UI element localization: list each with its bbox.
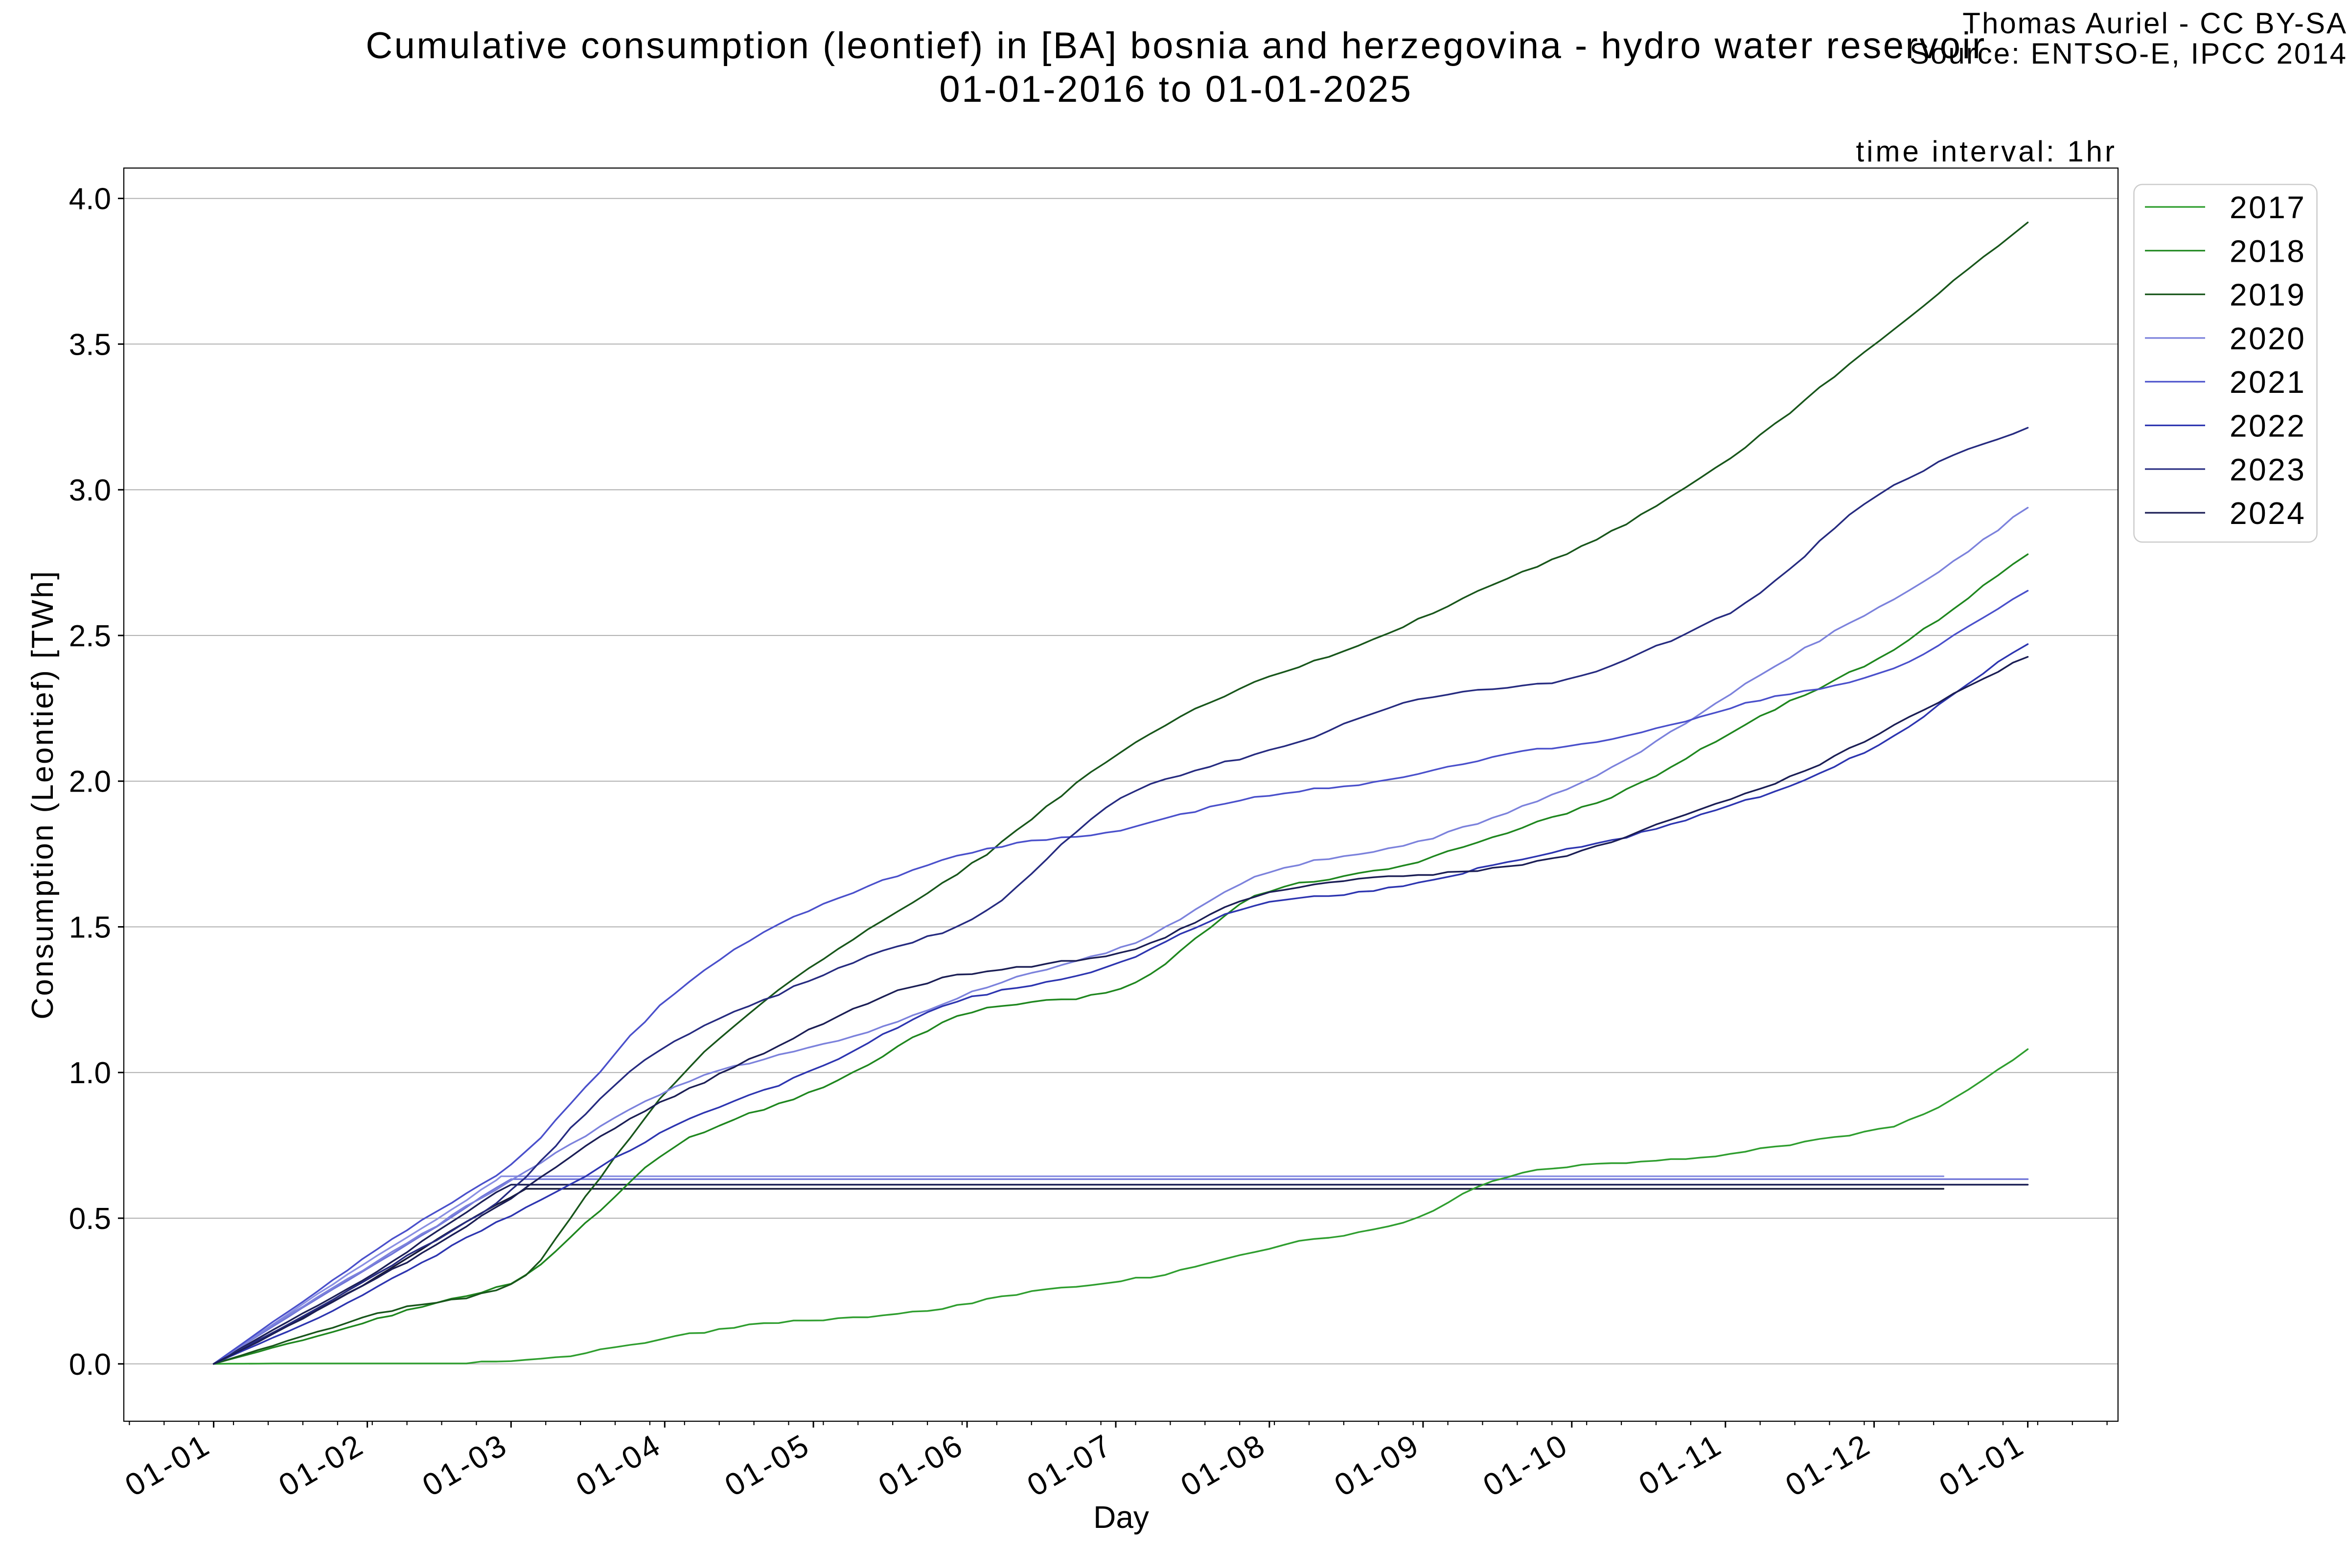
- svg-text:Source: ENTSO-E, IPCC 2014: Source: ENTSO-E, IPCC 2014: [1910, 37, 2348, 70]
- svg-text:2021: 2021: [2230, 364, 2306, 400]
- svg-text:2.0: 2.0: [69, 765, 111, 799]
- svg-text:2019: 2019: [2230, 277, 2306, 313]
- svg-text:Thomas Auriel - CC BY-SA: Thomas Auriel - CC BY-SA: [1962, 7, 2348, 40]
- svg-text:2017: 2017: [2230, 190, 2306, 225]
- svg-text:4.0: 4.0: [69, 182, 111, 216]
- svg-text:1.0: 1.0: [69, 1056, 111, 1090]
- svg-text:Consumption (Leontief) [TWh]: Consumption (Leontief) [TWh]: [26, 569, 60, 1019]
- svg-text:2024: 2024: [2230, 496, 2306, 531]
- svg-text:0.0: 0.0: [69, 1348, 111, 1382]
- svg-text:2023: 2023: [2230, 452, 2306, 487]
- svg-text:1.5: 1.5: [69, 911, 111, 945]
- svg-text:2022: 2022: [2230, 409, 2306, 444]
- svg-text:2018: 2018: [2230, 233, 2306, 269]
- svg-text:01-01-2016 to 01-01-2025: 01-01-2016 to 01-01-2025: [939, 68, 1412, 110]
- svg-text:2020: 2020: [2230, 321, 2306, 356]
- svg-text:Day: Day: [1093, 1500, 1149, 1535]
- svg-text:3.5: 3.5: [69, 328, 111, 362]
- svg-text:Cumulative consumption (leonti: Cumulative consumption (leontief) in [BA…: [366, 25, 1986, 67]
- svg-text:2.5: 2.5: [69, 619, 111, 653]
- svg-text:time interval: 1hr: time interval: 1hr: [1856, 135, 2118, 168]
- svg-text:3.0: 3.0: [69, 474, 111, 507]
- svg-text:0.5: 0.5: [69, 1202, 111, 1236]
